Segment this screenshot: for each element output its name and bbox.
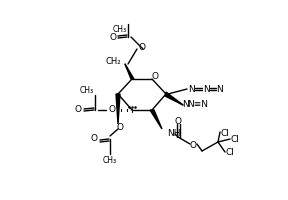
Text: CH₃: CH₃ bbox=[103, 156, 117, 165]
Text: N: N bbox=[203, 85, 209, 94]
Text: N: N bbox=[187, 85, 194, 94]
Text: O: O bbox=[75, 105, 82, 114]
Text: O: O bbox=[90, 134, 98, 143]
Text: Cl: Cl bbox=[231, 135, 239, 144]
Polygon shape bbox=[125, 65, 134, 80]
Text: O: O bbox=[175, 117, 181, 126]
Text: Cl: Cl bbox=[221, 128, 230, 137]
Text: N: N bbox=[216, 85, 222, 94]
Text: CH₂: CH₂ bbox=[105, 57, 121, 66]
Text: CH₃: CH₃ bbox=[113, 24, 127, 33]
Text: N≡N: N≡N bbox=[187, 100, 209, 109]
Text: NH: NH bbox=[167, 128, 181, 137]
Text: O: O bbox=[190, 141, 196, 150]
Text: CH₃: CH₃ bbox=[80, 86, 94, 95]
Text: N: N bbox=[182, 100, 188, 109]
Text: O: O bbox=[139, 43, 145, 52]
Text: Cl: Cl bbox=[226, 148, 234, 157]
Text: O: O bbox=[109, 32, 117, 41]
Text: O: O bbox=[151, 72, 158, 81]
Polygon shape bbox=[165, 93, 183, 105]
Polygon shape bbox=[150, 110, 162, 129]
Polygon shape bbox=[116, 95, 120, 124]
Text: O: O bbox=[109, 105, 115, 114]
Text: O: O bbox=[117, 123, 124, 132]
